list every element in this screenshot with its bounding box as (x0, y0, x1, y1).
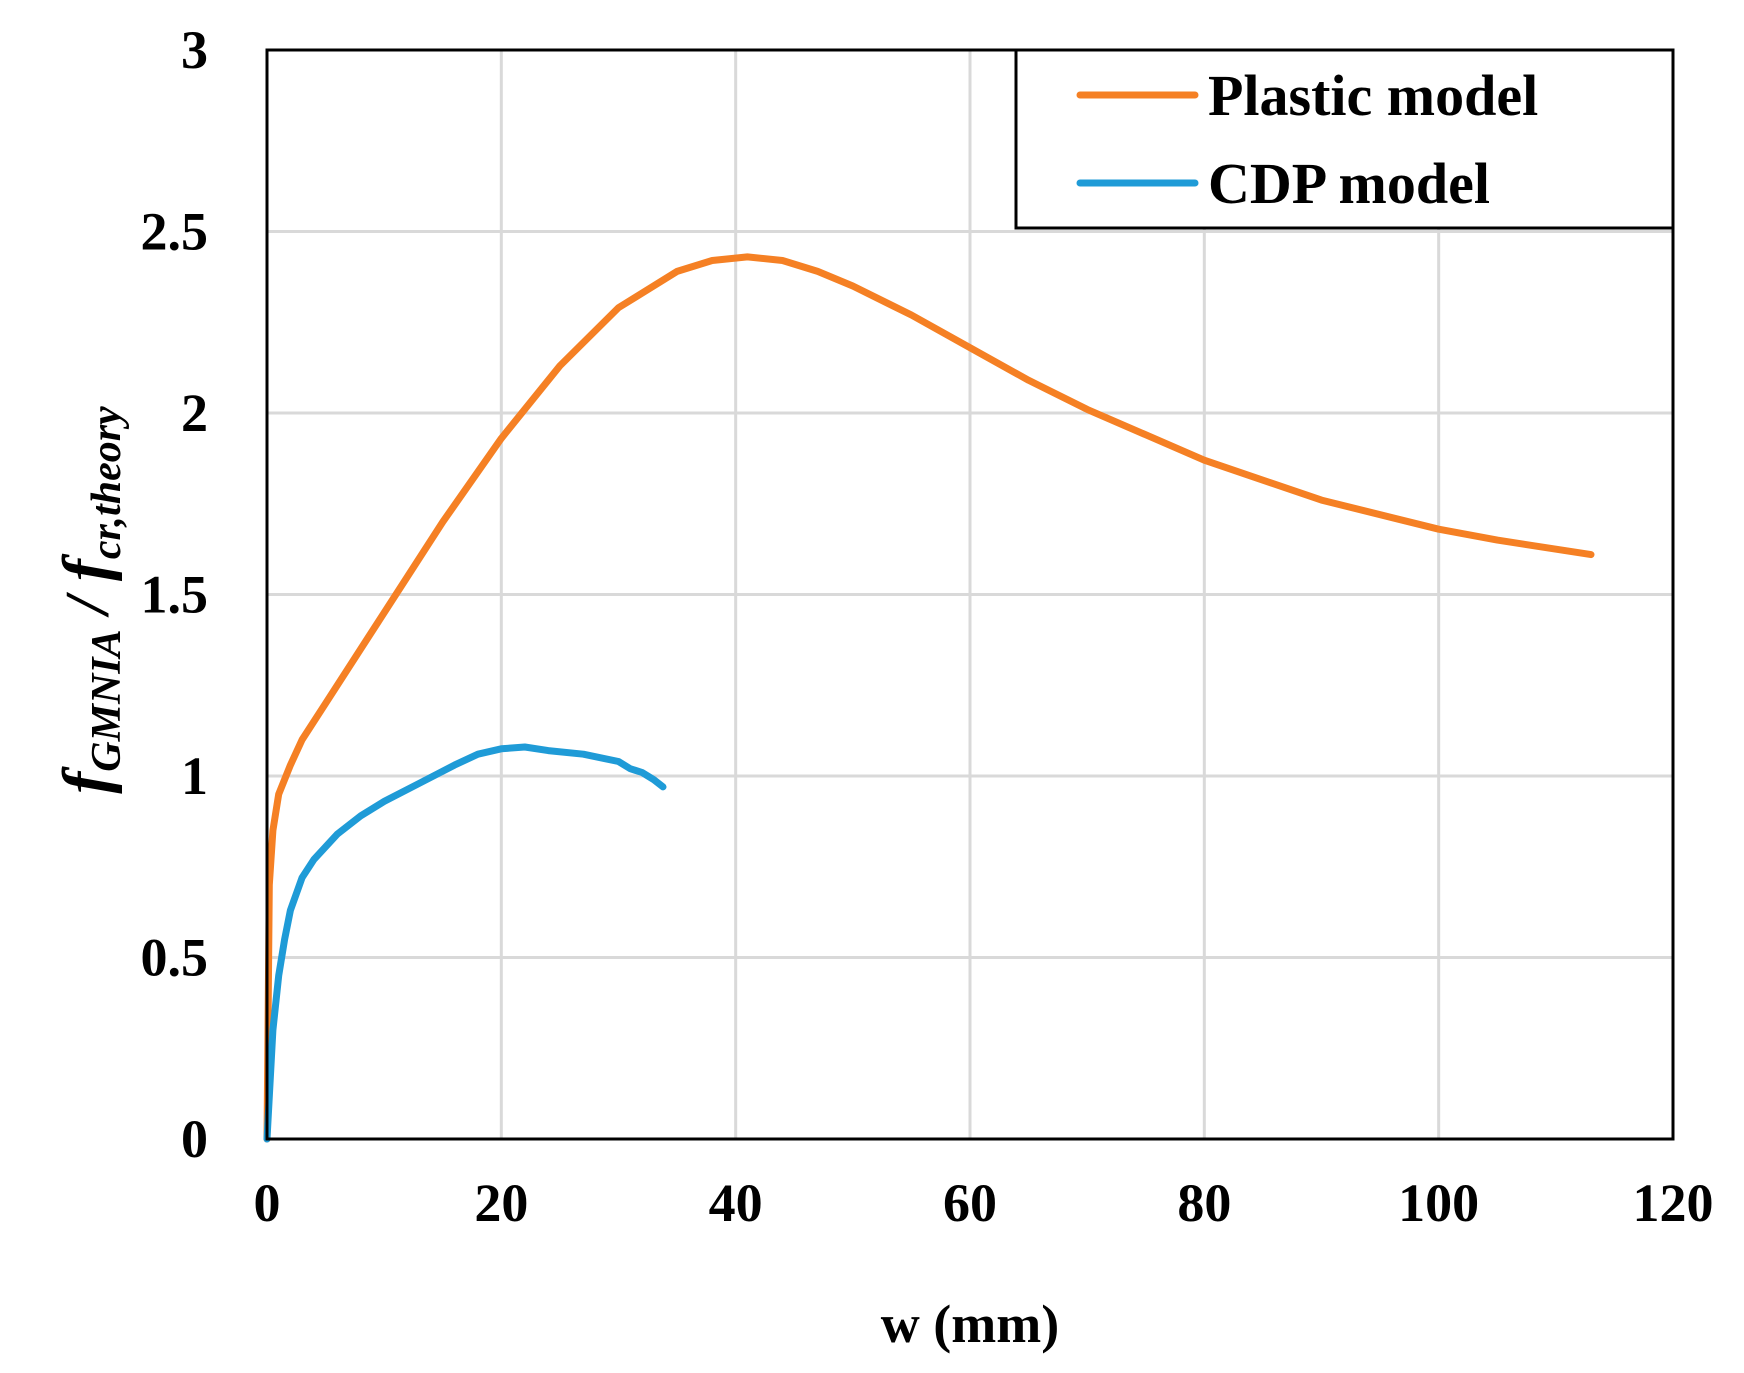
x-tick-label: 120 (1633, 1173, 1714, 1233)
series-layer (263, 253, 1595, 1143)
y-tick-label: 0.5 (141, 928, 209, 988)
y-tick-label: 1.5 (141, 565, 209, 625)
legend-box (1014, 48, 1675, 230)
x-tick-label: 80 (1177, 1173, 1231, 1233)
y-tick-label: 2.5 (141, 202, 209, 262)
series-line-plastic-model (263, 253, 1595, 1143)
x-tick-label: 0 (254, 1173, 281, 1233)
y-tick-label: 1 (181, 746, 208, 806)
y-tick-label: 0 (181, 1109, 208, 1169)
y-tick-label: 3 (181, 20, 208, 80)
grid (267, 50, 1673, 1139)
series-line-cdp-model (263, 743, 667, 1143)
y-tick-label: 2 (181, 383, 208, 443)
x-axis-title: w (mm) (881, 1294, 1059, 1354)
x-tick-label: 100 (1398, 1173, 1479, 1233)
legend-label-plastic-model: Plastic model (1208, 63, 1538, 128)
ticks: 0 20 40 60 80 100 120 0 0.5 1 1.5 2 2.5 3 (141, 20, 1714, 1233)
y-axis-title-separator: / (54, 581, 122, 629)
legend: Plastic model CDP model (1014, 48, 1675, 230)
y-axis-title: fGMNIA / fcr,theory (50, 406, 130, 794)
legend-label-cdp-model: CDP model (1208, 151, 1490, 216)
x-tick-label: 20 (474, 1173, 528, 1233)
y-axis-title-sub2: cr,theory (84, 406, 130, 559)
x-tick-label: 60 (943, 1173, 997, 1233)
y-axis-title-sub1: GMNIA (84, 629, 130, 771)
x-tick-label: 40 (709, 1173, 763, 1233)
plot-frame (265, 48, 1675, 1141)
